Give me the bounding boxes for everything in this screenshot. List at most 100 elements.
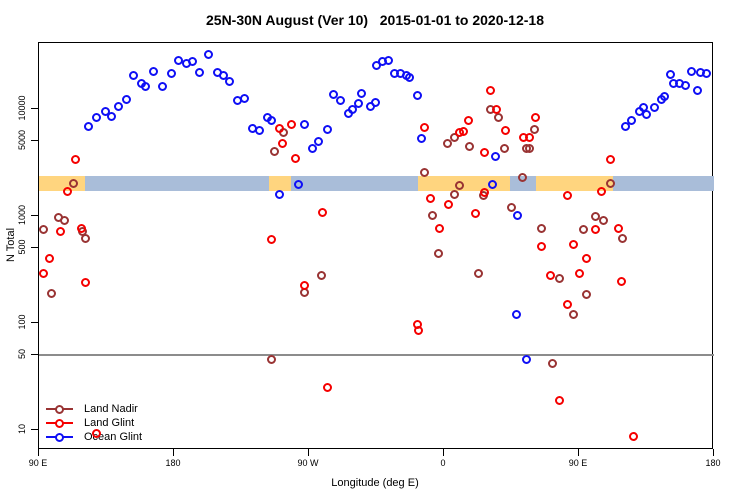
land-glint-point xyxy=(562,299,572,309)
x-tick-mark xyxy=(308,449,309,456)
land-glint-point xyxy=(443,199,453,209)
land-glint-point xyxy=(480,187,490,197)
ocean-glint-point xyxy=(121,94,131,104)
land-glint-point xyxy=(277,139,287,149)
land-glint-point xyxy=(414,325,424,335)
ocean-glint-point xyxy=(348,104,358,114)
y-tick-label: 500 xyxy=(17,239,27,255)
y-tick-mark xyxy=(31,322,38,323)
land-glint-point xyxy=(55,226,65,236)
y-tick-label: 50 xyxy=(17,349,27,360)
ocean-glint-point xyxy=(383,55,393,65)
x-tick-mark xyxy=(443,449,444,456)
land-nadir-point xyxy=(316,271,326,281)
land-glint-point xyxy=(555,396,565,406)
ocean-glint-point xyxy=(336,95,346,105)
ocean-glint-point xyxy=(100,106,110,116)
ocean-glint-point xyxy=(621,121,631,131)
legend-marker-circle xyxy=(55,432,64,442)
land-nadir-point xyxy=(419,168,429,178)
ocean-glint-point xyxy=(299,120,309,130)
y-tick-mark xyxy=(31,354,38,356)
ocean-band-segment xyxy=(613,176,714,191)
ocean-glint-point xyxy=(371,61,381,71)
ocean-glint-point xyxy=(681,80,691,90)
ocean-glint-point xyxy=(203,50,213,60)
land-nadir-point xyxy=(81,234,91,244)
land-nadir-point xyxy=(433,248,443,258)
ocean-glint-point xyxy=(187,57,197,67)
ocean-glint-point xyxy=(322,124,332,134)
ocean-glint-point xyxy=(166,69,176,79)
land-nadir-point xyxy=(465,142,475,152)
land-glint-point xyxy=(426,193,436,203)
land-glint-point xyxy=(628,431,638,441)
land-band-segment xyxy=(418,176,510,191)
land-glint-point xyxy=(616,277,626,287)
legend-item: Land Nadir xyxy=(46,402,142,416)
ocean-band-segment xyxy=(510,176,536,191)
ocean-glint-point xyxy=(660,91,670,101)
y-axis-title: N Total xyxy=(5,227,17,263)
land-nadir-point xyxy=(507,203,517,213)
land-nadir-point xyxy=(68,178,78,188)
legend-marker-land_nadir xyxy=(46,404,73,414)
land-glint-point xyxy=(479,147,489,157)
land-glint-point xyxy=(524,133,534,143)
land-glint-point xyxy=(545,271,555,281)
ocean-glint-point xyxy=(267,116,277,126)
land-nadir-point xyxy=(582,290,592,300)
ocean-glint-point xyxy=(370,97,380,107)
reference-line-50 xyxy=(39,354,714,356)
land-nadir-point xyxy=(547,358,557,368)
land-glint-point xyxy=(574,269,584,279)
land-nadir-point xyxy=(60,216,70,226)
ocean-glint-point xyxy=(417,134,427,144)
ocean-glint-point xyxy=(274,189,284,199)
land-glint-point xyxy=(322,383,332,393)
ocean-glint-point xyxy=(225,77,235,87)
land-nadir-point xyxy=(39,225,49,235)
y-tick-label: 10000 xyxy=(17,95,27,121)
land-band-segment xyxy=(268,176,291,191)
land-nadir-point xyxy=(537,223,547,233)
ocean-glint-point xyxy=(129,71,139,81)
ocean-glint-point xyxy=(294,179,304,189)
land-nadir-point xyxy=(499,144,509,154)
legend-marker-land_glint xyxy=(46,418,73,428)
x-tick-label: 180 xyxy=(705,458,721,468)
ocean-glint-point xyxy=(521,354,531,364)
land-glint-point xyxy=(492,104,502,114)
land-glint-point xyxy=(300,281,310,291)
ocean-glint-point xyxy=(195,68,205,78)
land-band-segment xyxy=(39,176,86,191)
y-tick-mark xyxy=(31,247,38,249)
ocean-glint-point xyxy=(106,111,116,121)
land-nadir-point xyxy=(267,354,277,364)
y-tick-label: 5000 xyxy=(17,130,27,151)
land-band-segment xyxy=(535,176,614,191)
ocean-band-segment xyxy=(291,176,419,191)
land-glint-point xyxy=(266,235,276,245)
ocean-glint-point xyxy=(148,66,158,76)
ocean-glint-point xyxy=(113,102,123,112)
ocean-glint-point xyxy=(83,121,93,131)
land-nadir-point xyxy=(270,146,280,156)
ocean-glint-point xyxy=(240,93,250,103)
ocean-glint-point xyxy=(328,89,338,99)
ocean-glint-point xyxy=(91,113,101,123)
land-glint-point xyxy=(486,85,496,95)
y-tick-mark xyxy=(31,140,38,142)
y-tick-mark xyxy=(31,429,38,430)
land-nadir-point xyxy=(449,189,459,199)
ocean-glint-point xyxy=(687,66,697,76)
land-glint-point xyxy=(591,225,601,235)
ocean-glint-point xyxy=(404,73,414,83)
ocean-glint-point xyxy=(649,103,659,113)
land-glint-point xyxy=(291,154,301,164)
x-tick-label: 180 xyxy=(165,458,181,468)
land-nadir-point xyxy=(618,234,628,244)
land-glint-point xyxy=(463,116,473,126)
land-glint-point xyxy=(286,119,296,129)
